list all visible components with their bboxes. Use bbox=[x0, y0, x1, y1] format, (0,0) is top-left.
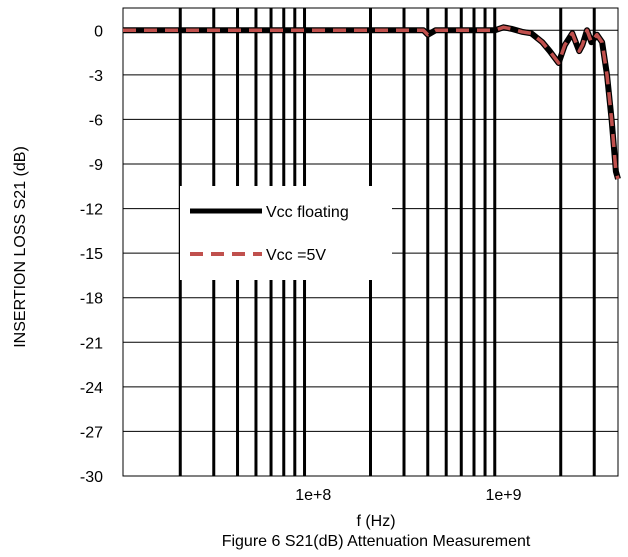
y-tick-label: -18 bbox=[80, 291, 103, 308]
legend-label-vcc-floating: Vcc floating bbox=[266, 204, 349, 221]
x-tick-label: 1e+8 bbox=[295, 487, 331, 504]
y-tick-label: -30 bbox=[80, 469, 103, 486]
y-axis-label: INSERTION LOSS S21 (dB) bbox=[12, 146, 29, 348]
y-tick-label: -9 bbox=[89, 157, 103, 174]
series-layer bbox=[123, 24, 621, 180]
y-tick-label: 0 bbox=[94, 23, 103, 40]
y-tick-label: -12 bbox=[80, 202, 103, 219]
series-line-vcc-5v bbox=[123, 25, 620, 180]
y-tick-label: -15 bbox=[80, 246, 103, 263]
plot-area-border bbox=[122, 7, 619, 477]
y-tick-labels: 0 -3 -6 -9 -12 -15 -18 -21 -24 -27 -30 bbox=[80, 23, 103, 486]
legend: Vcc floating Vcc =5V bbox=[180, 186, 392, 280]
y-tick-label: -27 bbox=[80, 424, 103, 441]
legend-label-vcc-5v: Vcc =5V bbox=[266, 247, 326, 264]
legend-background bbox=[180, 186, 392, 280]
x-tick-labels: 1e+8 1e+9 bbox=[295, 487, 521, 504]
y-tick-label: -21 bbox=[80, 335, 103, 352]
y-tick-label: -24 bbox=[80, 380, 103, 397]
figure-caption: Figure 6 S21(dB) Attenuation Measurement bbox=[222, 533, 531, 550]
x-axis-label: f (Hz) bbox=[356, 513, 395, 530]
y-tick-label: -3 bbox=[89, 68, 103, 85]
y-tick-label: -6 bbox=[89, 112, 103, 129]
x-tick-label: 1e+9 bbox=[485, 487, 521, 504]
